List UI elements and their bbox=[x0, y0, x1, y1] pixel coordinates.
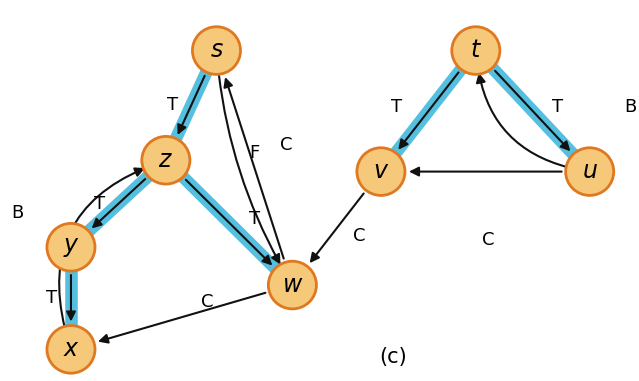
Text: $\it{z}$: $\it{z}$ bbox=[158, 149, 173, 172]
Text: $\it{y}$: $\it{y}$ bbox=[63, 236, 79, 259]
Text: (c): (c) bbox=[380, 347, 408, 367]
Text: $\it{x}$: $\it{x}$ bbox=[63, 338, 79, 361]
Text: $\it{u}$: $\it{u}$ bbox=[581, 160, 597, 183]
Ellipse shape bbox=[452, 27, 500, 74]
Text: T: T bbox=[94, 195, 105, 213]
Ellipse shape bbox=[566, 148, 613, 195]
Text: T: T bbox=[47, 289, 58, 307]
Ellipse shape bbox=[357, 148, 405, 195]
Text: $\it{s}$: $\it{s}$ bbox=[210, 39, 224, 62]
Text: $\it{t}$: $\it{t}$ bbox=[470, 39, 482, 62]
Text: C: C bbox=[353, 227, 365, 245]
Ellipse shape bbox=[192, 27, 240, 74]
Ellipse shape bbox=[47, 223, 95, 271]
Text: B: B bbox=[11, 204, 24, 222]
Text: T: T bbox=[391, 98, 403, 116]
Text: T: T bbox=[167, 96, 178, 114]
Text: F: F bbox=[249, 144, 259, 162]
Text: B: B bbox=[625, 98, 637, 116]
Text: C: C bbox=[482, 231, 495, 249]
Text: C: C bbox=[280, 136, 292, 154]
Text: T: T bbox=[249, 210, 260, 228]
Ellipse shape bbox=[47, 325, 95, 373]
Text: T: T bbox=[553, 98, 564, 116]
Ellipse shape bbox=[142, 136, 190, 184]
Text: $\it{w}$: $\it{w}$ bbox=[282, 274, 303, 296]
Text: C: C bbox=[201, 293, 213, 311]
Ellipse shape bbox=[268, 261, 316, 309]
Text: $\it{v}$: $\it{v}$ bbox=[373, 160, 389, 183]
